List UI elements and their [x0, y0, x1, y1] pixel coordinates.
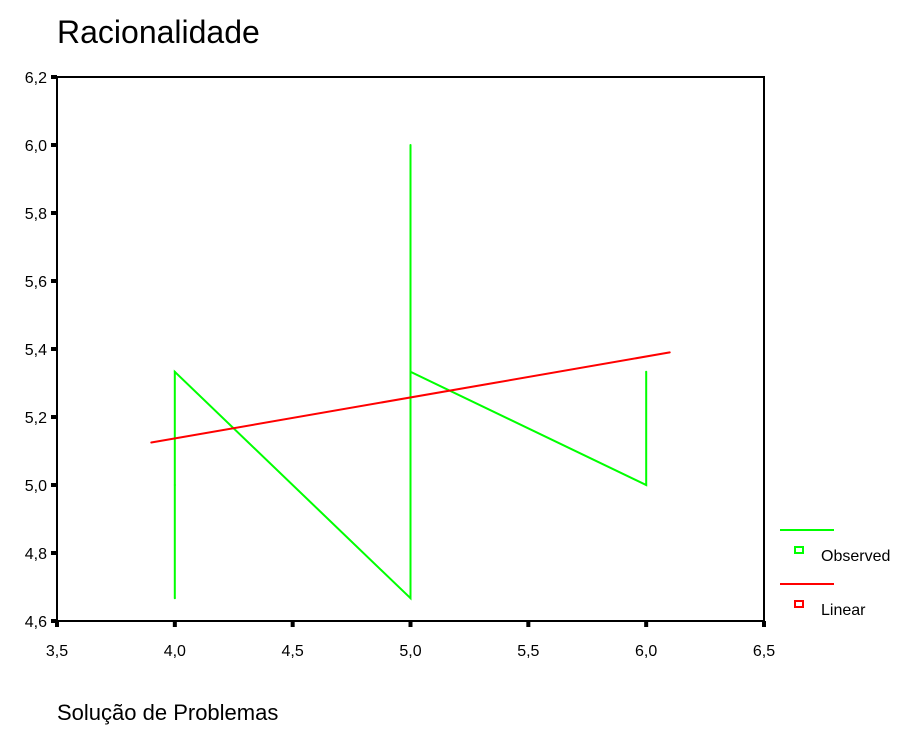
x-tick-label: 5,0	[399, 643, 421, 660]
chart-title: Racionalidade	[57, 14, 260, 50]
data-point-observed	[645, 370, 648, 373]
legend-label: Observed	[821, 548, 890, 565]
data-point-linear	[150, 441, 153, 444]
x-tick-label: 3,5	[46, 643, 68, 660]
x-tick-mark	[644, 621, 649, 627]
axes: 4,6 4,8 5,0 5,2 5,4 5,6 5,8 6,0 6,2 3,5 4,0 4,5 5,0 5…	[25, 70, 775, 660]
x-tick-mark	[55, 621, 59, 627]
y-tick-label: 5,2	[25, 410, 47, 427]
y-tick-mark	[51, 551, 57, 555]
data-point-observed	[409, 597, 412, 600]
data-point-observed	[173, 370, 176, 373]
legend-marker	[794, 600, 804, 608]
y-tick-mark	[51, 143, 57, 147]
x-tick-mark	[290, 621, 295, 627]
y-tick-mark	[51, 211, 57, 215]
x-tick-label: 5,5	[517, 643, 539, 660]
y-tick-label: 4,8	[25, 546, 47, 563]
x-tick-mark	[408, 621, 413, 627]
y-tick-label: 5,8	[25, 206, 47, 223]
legend-label: Linear	[821, 602, 866, 619]
x-axis-label: Solução de Problemas	[57, 700, 279, 725]
data-point-observed	[645, 484, 648, 486]
data-point-observed	[409, 144, 412, 146]
y-tick-label: 5,6	[25, 274, 47, 291]
legend-marker	[794, 546, 804, 554]
y-tick-mark	[51, 483, 57, 487]
y-tick-mark	[51, 75, 57, 79]
data-point-observed	[409, 370, 412, 373]
y-tick-label: 4,6	[25, 614, 47, 631]
series-layer	[150, 144, 671, 601]
x-tick-mark	[526, 621, 531, 627]
y-tick-label: 5,0	[25, 478, 47, 495]
x-tick-mark	[762, 621, 766, 627]
series-line-linear	[151, 351, 670, 444]
x-tick-label: 6,0	[635, 643, 657, 660]
y-tick-label: 6,2	[25, 70, 47, 87]
x-tick-label: 6,5	[753, 643, 775, 660]
y-tick-label: 6,0	[25, 138, 47, 155]
x-tick-mark	[172, 621, 177, 627]
y-tick-mark	[51, 619, 57, 623]
y-tick-mark	[51, 347, 57, 351]
data-point-observed	[173, 484, 176, 486]
x-tick-label: 4,0	[164, 643, 186, 660]
x-tick-label: 4,5	[282, 643, 304, 660]
y-tick-mark	[51, 279, 57, 283]
data-point-linear	[668, 351, 671, 354]
y-tick-mark	[51, 415, 57, 419]
y-tick-label: 5,4	[25, 342, 47, 359]
legend: Observed Linear	[780, 529, 890, 619]
data-point-observed	[173, 597, 176, 600]
